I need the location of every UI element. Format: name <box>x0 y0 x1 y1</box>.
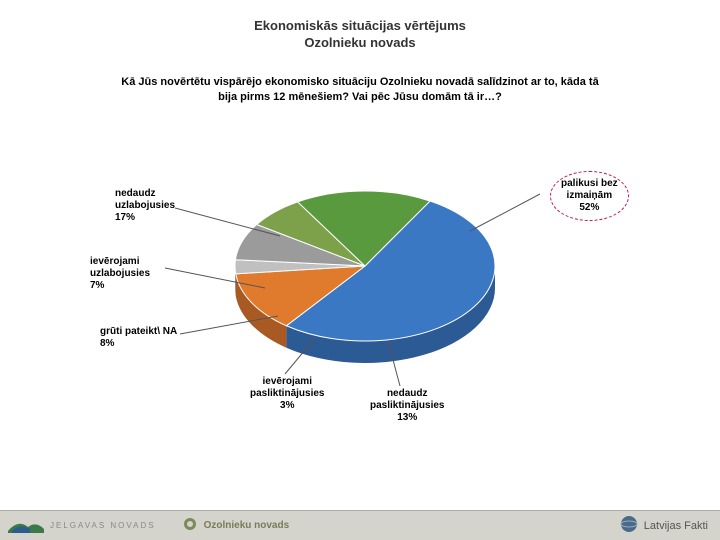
label-palikusi: palikusi bez izmaiņām 52% <box>550 171 629 221</box>
footer-ozolnieku-text: Ozolnieku novads <box>204 520 290 531</box>
footer-bar: JELGAVAS NOVADS Ozolnieku novads Latvija… <box>0 510 720 540</box>
label-nedaudz_pasl: nedaudz pasliktinājusies 13% <box>370 388 444 424</box>
pie-container: palikusi bez izmaiņām 52% nedaudz paslikt… <box>80 116 640 436</box>
label-gruti: grūti pateikt\ NA 8% <box>100 326 177 350</box>
label-ievero_uzl: ievērojami uzlabojusies 7% <box>90 256 150 292</box>
footer-jelgava-text: JELGAVAS NOVADS <box>50 521 156 530</box>
header-line2: Ozolnieku novads <box>0 35 720 52</box>
latvijas-fakti-icon <box>620 515 638 536</box>
chart-question: Kā Jūs novērtētu vispārējo ekonomisko si… <box>80 75 640 106</box>
pie-chart <box>220 156 510 396</box>
header-line1: Ekonomiskās situācijas vērtējums <box>0 18 720 35</box>
footer-latvijasfakti-text: Latvijas Fakti <box>644 520 708 532</box>
jelgava-logo-icon <box>8 515 44 536</box>
ozolnieku-logo-icon <box>182 516 198 535</box>
footer-left: JELGAVAS NOVADS Ozolnieku novads <box>0 515 620 536</box>
label-nedaudz_uzl: nedaudz uzlabojusies 17% <box>115 188 175 224</box>
footer-right: Latvijas Fakti <box>620 515 720 536</box>
label-ievero_pasl: ievērojami pasliktinājusies 3% <box>250 376 324 412</box>
page-header: Ekonomiskās situācijas vērtējums Ozolnie… <box>0 0 720 52</box>
chart-area: Kā Jūs novērtētu vispārējo ekonomisko si… <box>80 75 640 475</box>
